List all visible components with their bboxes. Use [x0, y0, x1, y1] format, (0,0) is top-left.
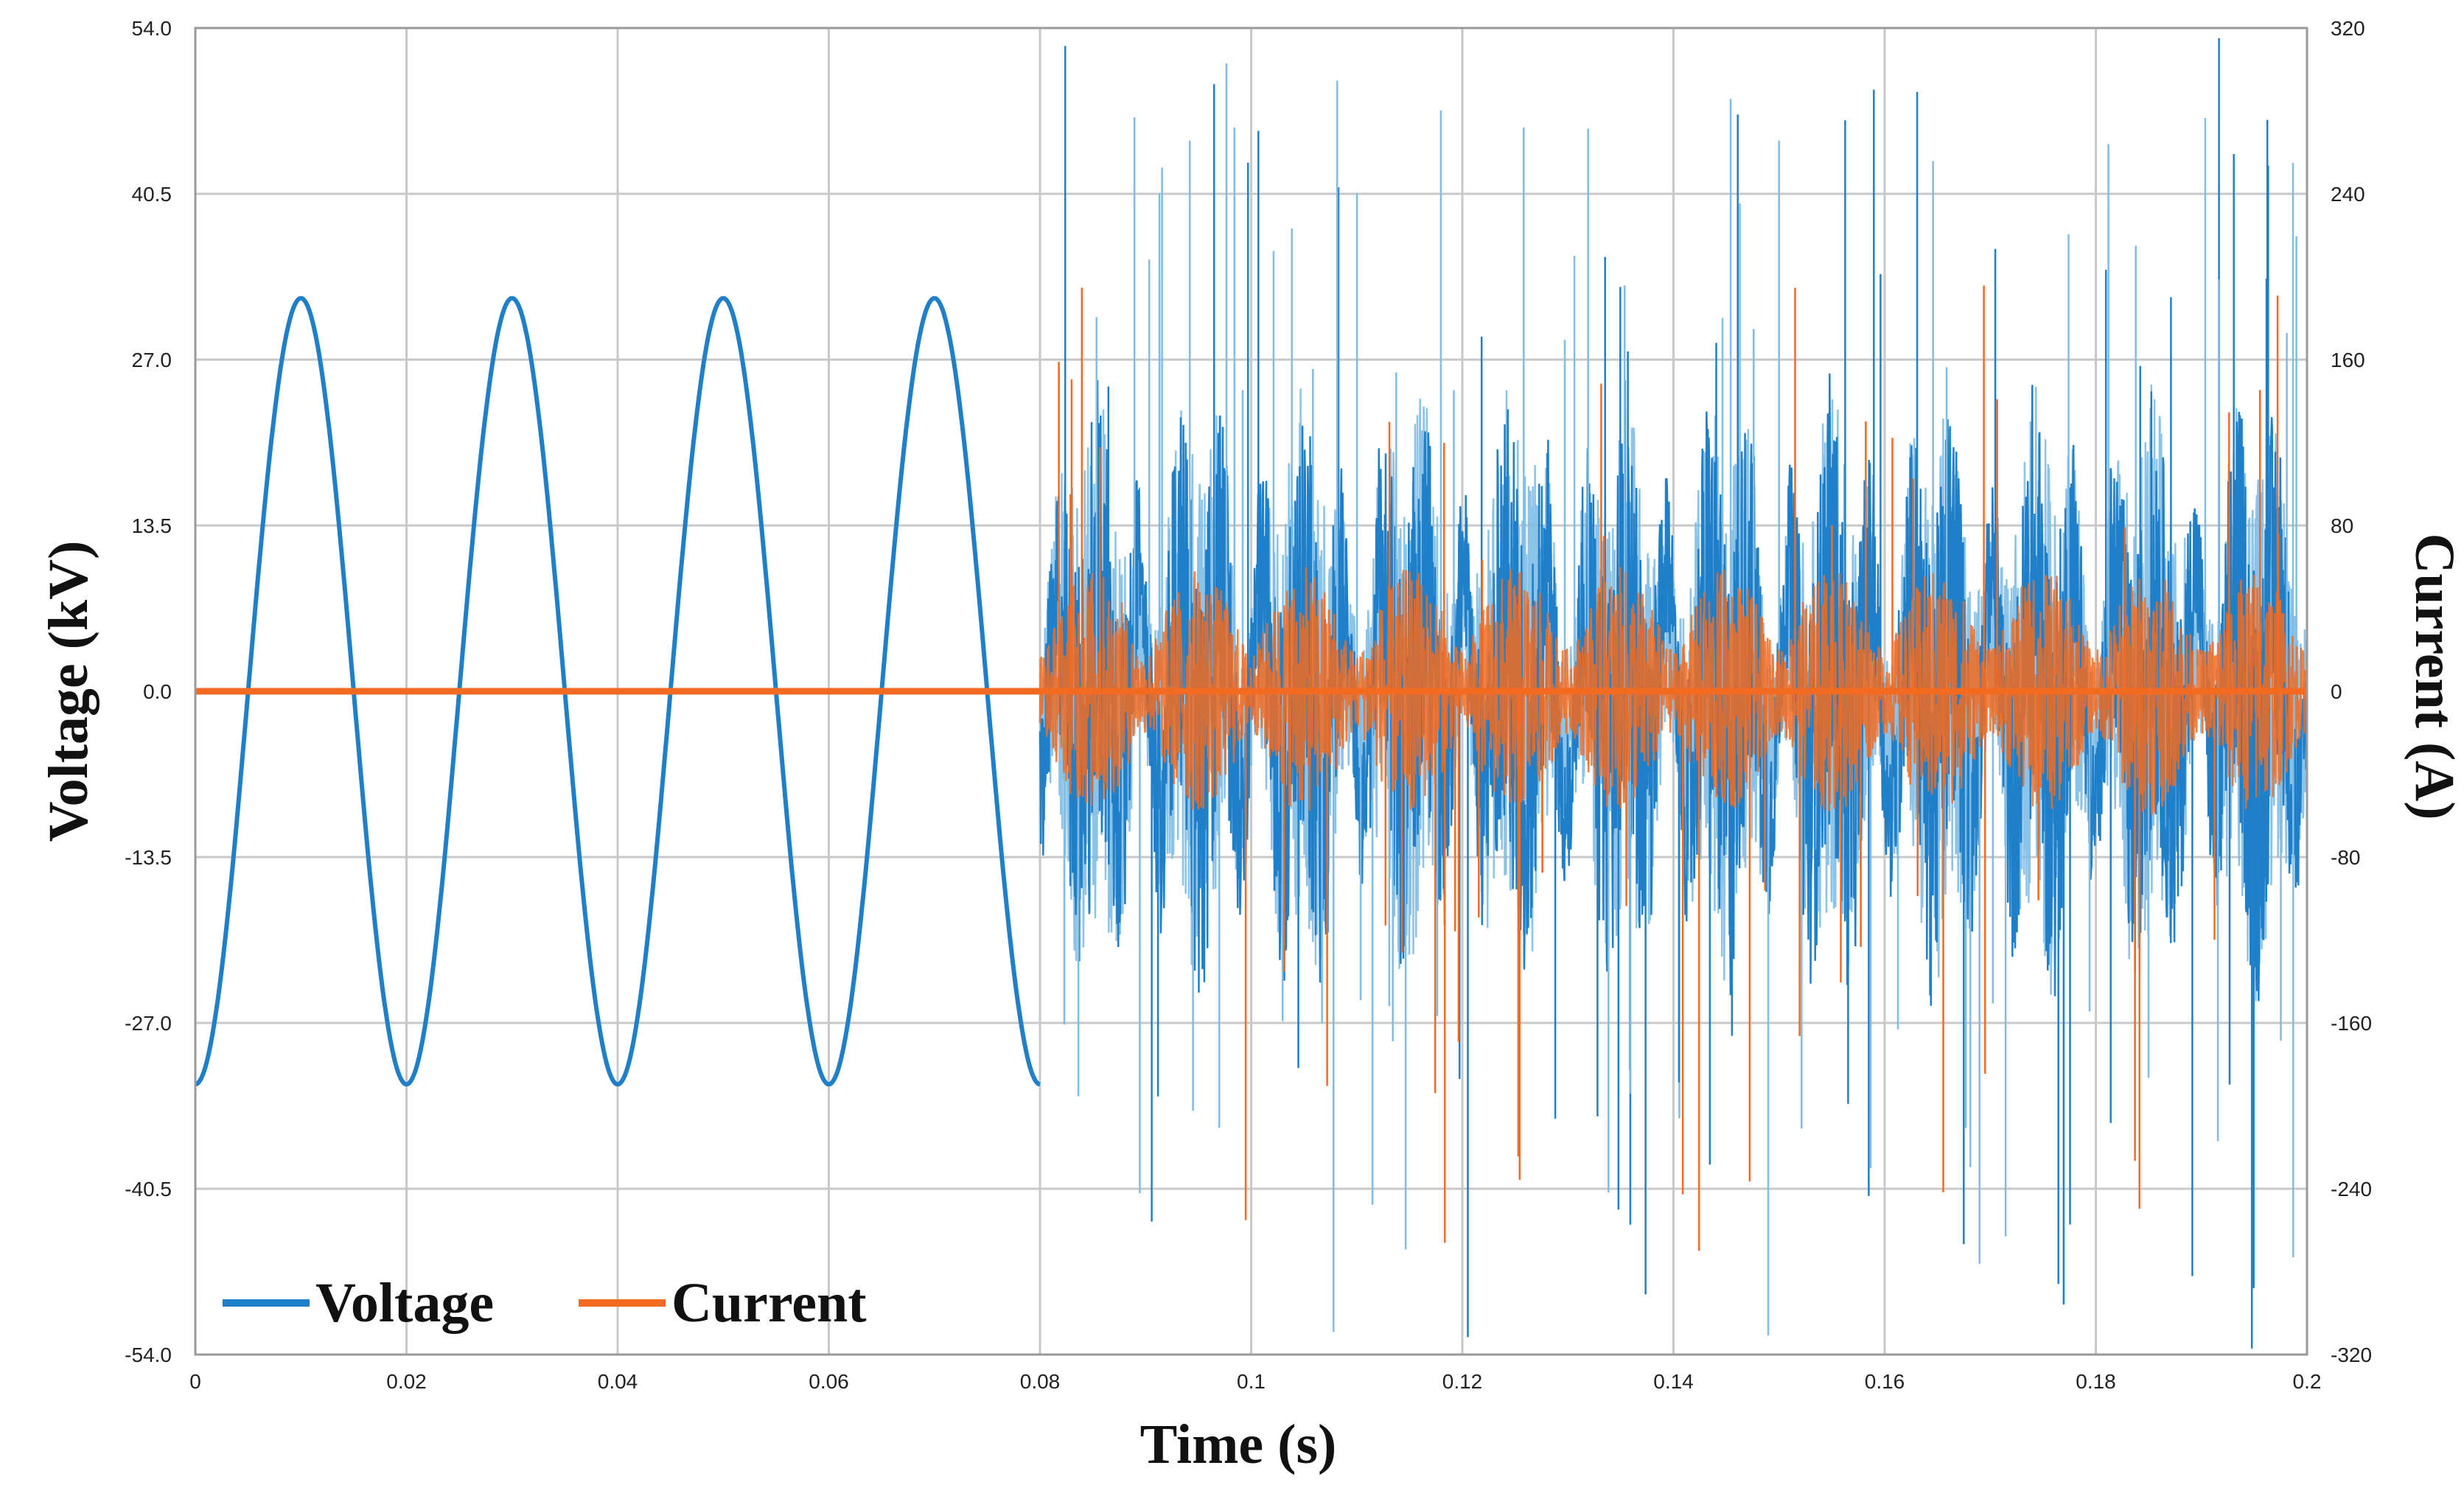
x-tick-label: 0.04: [598, 1370, 638, 1393]
y2-tick-label: 80: [2331, 514, 2353, 537]
y-tick-label: 54.0: [132, 17, 172, 40]
current-postfault-noise: [1039, 567, 2308, 815]
plot-frame: [194, 27, 2308, 1356]
x-tick-label: 0.2: [2293, 1370, 2322, 1393]
y2-tick-label: -160: [2331, 1012, 2372, 1035]
voltage-series: [195, 38, 2308, 1349]
y-tick-label: 13.5: [132, 514, 172, 537]
x-tick-label: 0: [189, 1370, 201, 1393]
legend-voltage-label: Voltage: [315, 1272, 494, 1334]
voltage-postfault-noise-light: [1039, 384, 2308, 1002]
y-tick-label: -27.0: [125, 1012, 172, 1035]
y2-tick-label: 320: [2331, 17, 2365, 40]
y-axis-title: Voltage (kV): [38, 541, 100, 842]
y2-tick-label: 240: [2331, 183, 2365, 206]
y2-axis-ticks: 320 240 160 80 0 -80 -160 -240 -320: [2331, 17, 2372, 1366]
x-tick-label: 0.08: [1020, 1370, 1061, 1393]
y-tick-label: 0.0: [143, 680, 172, 703]
x-tick-label: 0.16: [1865, 1370, 1905, 1393]
x-tick-label: 0.02: [386, 1370, 427, 1393]
x-axis-title: Time (s): [1140, 1414, 1337, 1475]
x-tick-label: 0.14: [1653, 1370, 1694, 1393]
y2-tick-label: 160: [2331, 349, 2365, 371]
y-tick-label: 27.0: [132, 349, 172, 371]
x-tick-label: 0.06: [809, 1370, 849, 1393]
y-tick-label: -13.5: [125, 846, 172, 869]
x-tick-label: 0.1: [1237, 1370, 1266, 1393]
y2-tick-label: 0: [2331, 680, 2342, 703]
voltage-postfault-noise: [1039, 373, 2308, 1006]
x-tick-label: 0.18: [2076, 1370, 2116, 1393]
x-axis-ticks: 0 0.02 0.04 0.06 0.08 0.1 0.12 0.14 0.16 0.18 0.2: [189, 1370, 2321, 1393]
voltage-prefault-line: [195, 296, 1041, 1087]
y-tick-label: -54.0: [125, 1343, 172, 1366]
y2-tick-label: -80: [2331, 846, 2360, 869]
y-tick-label: -40.5: [125, 1178, 172, 1201]
y2-axis-title: Current (A): [2404, 533, 2464, 820]
x-tick-label: 0.12: [1442, 1370, 1483, 1393]
legend: Voltage Current: [223, 1272, 867, 1334]
y-tick-label: 40.5: [132, 183, 172, 206]
current-series: [195, 285, 2308, 1251]
y-axis-ticks: 54.0 40.5 27.0 13.5 0.0 -13.5 -27.0 -40.5 -54.0: [125, 17, 172, 1366]
y2-tick-label: -320: [2331, 1343, 2372, 1366]
y2-tick-label: -240: [2331, 1178, 2372, 1201]
legend-current-label: Current: [671, 1272, 867, 1334]
